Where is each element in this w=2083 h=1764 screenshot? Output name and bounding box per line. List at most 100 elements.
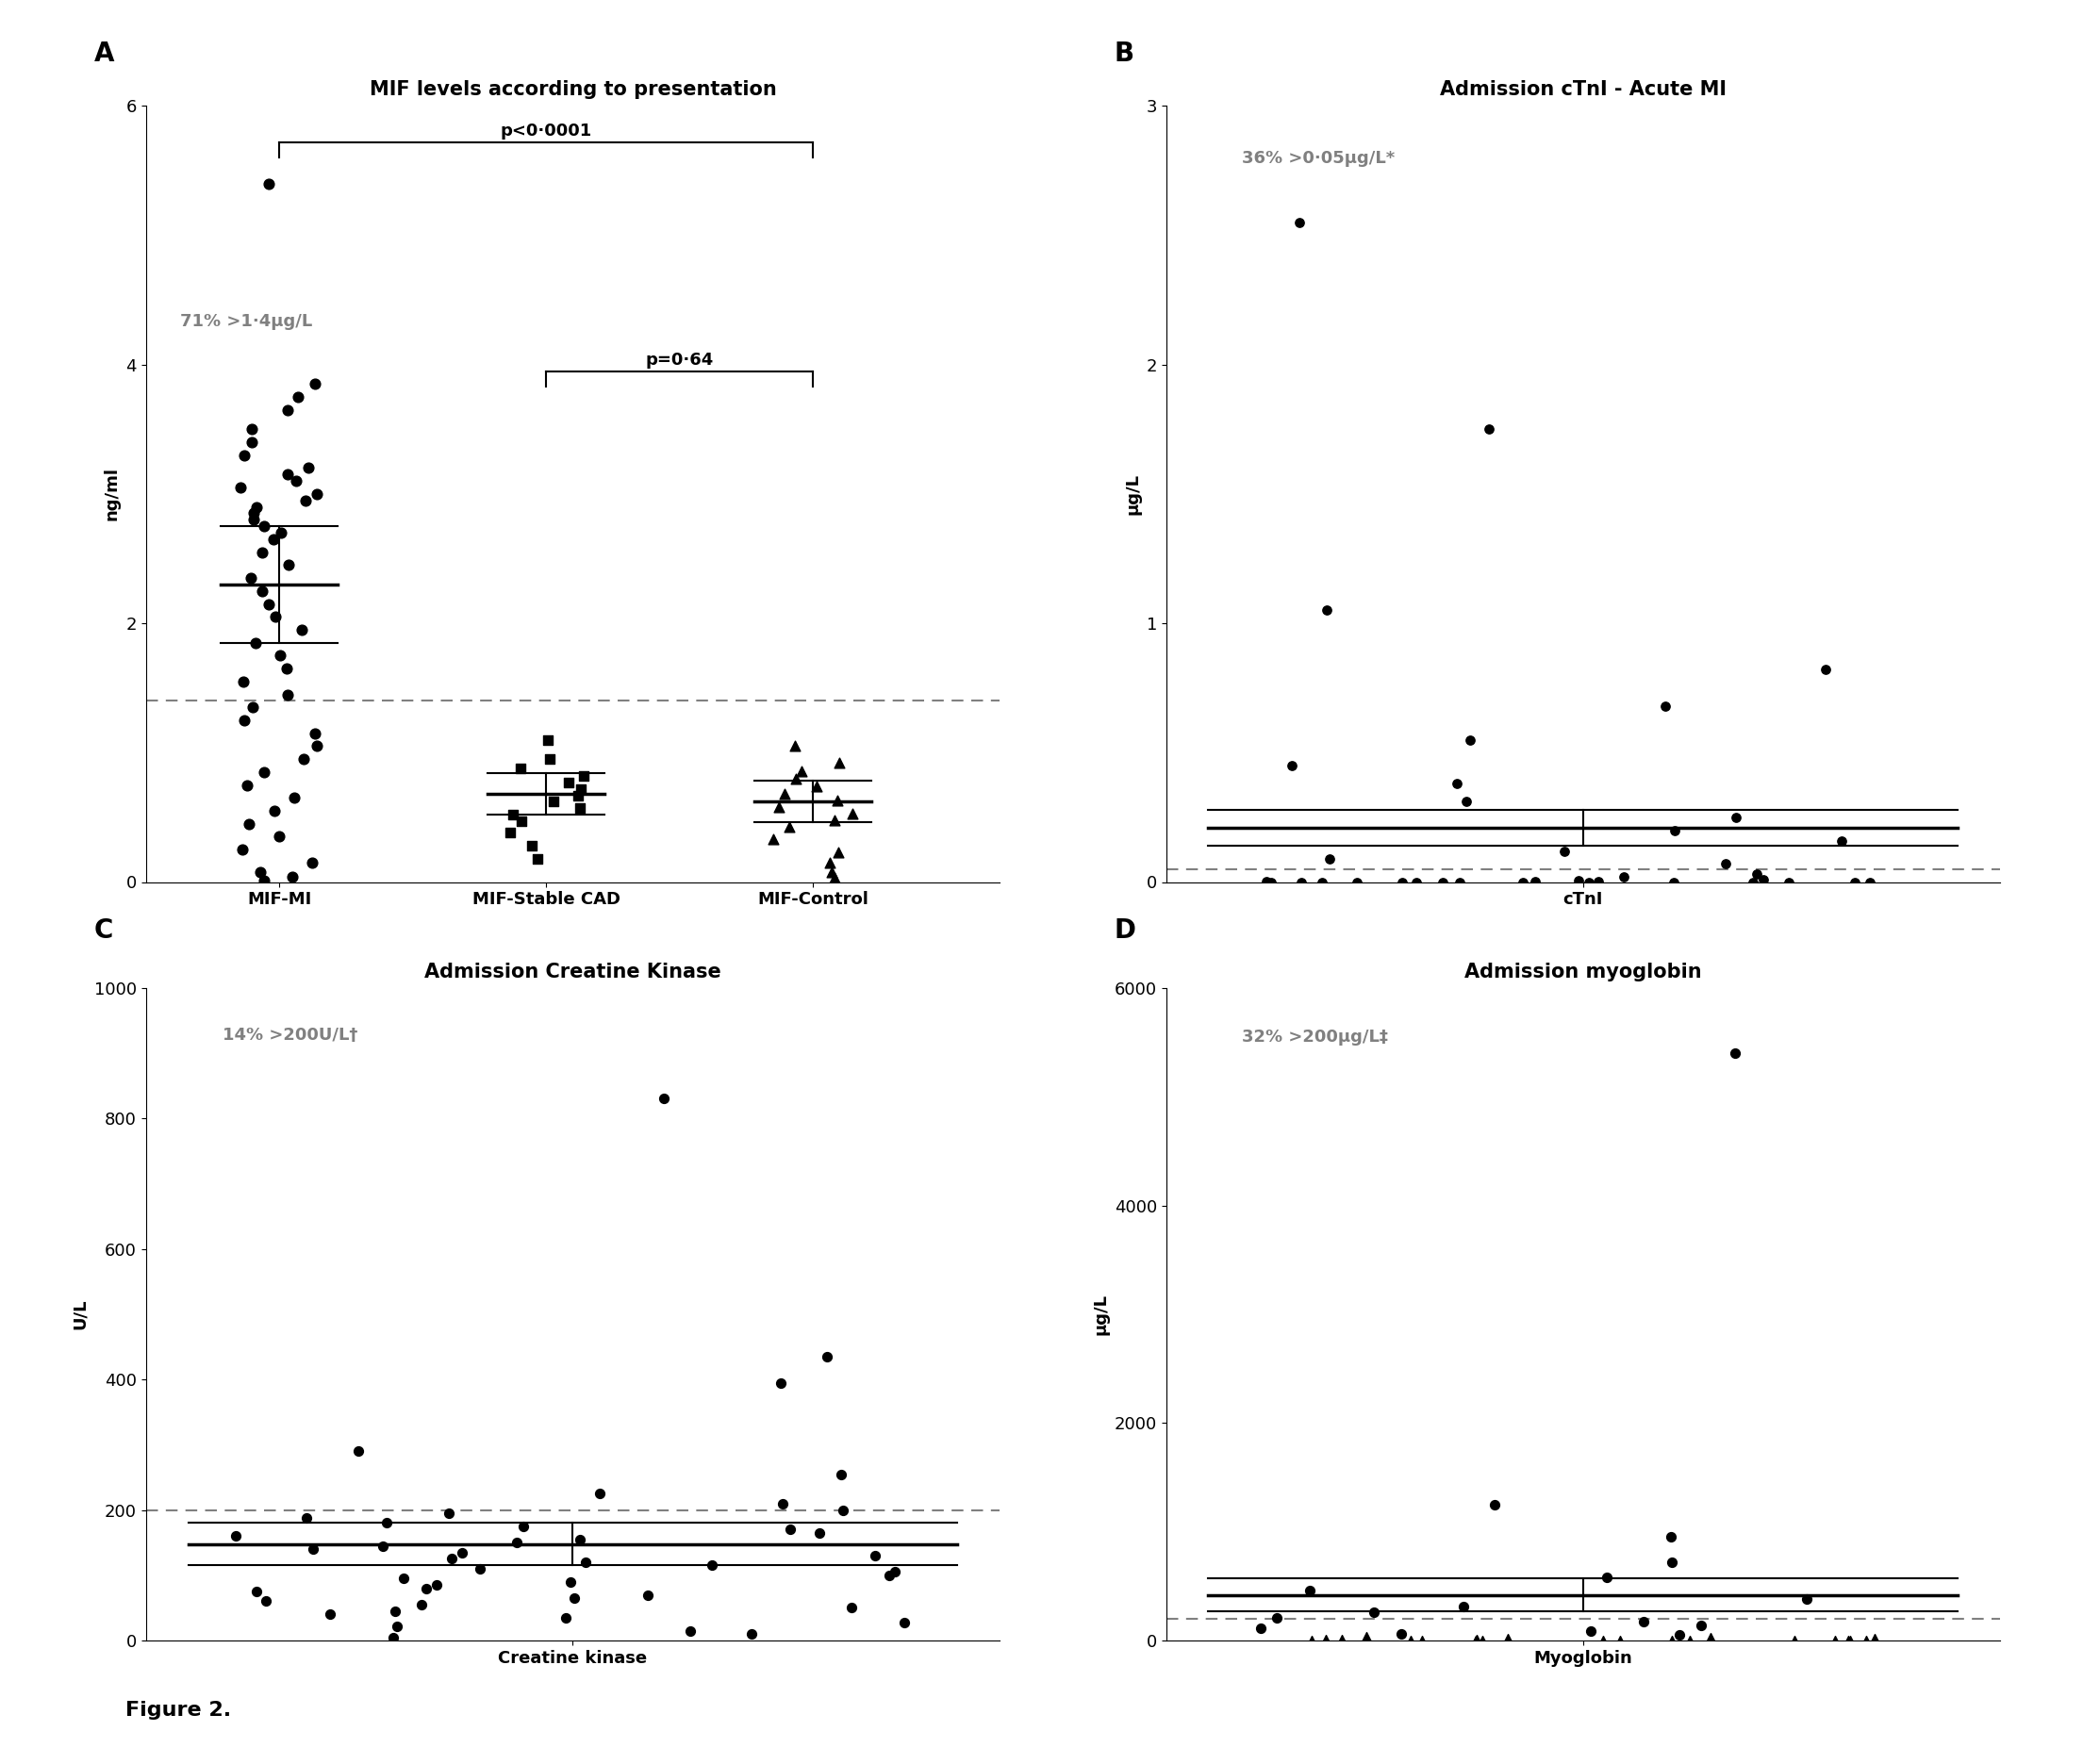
Point: [290, 487, 323, 515]
Point: [879, 1558, 912, 1586]
Text: 14% >200U/L†: 14% >200U/L†: [223, 1027, 358, 1044]
Point: [1831, 1626, 1864, 1655]
Point: [673, 1616, 706, 1644]
Point: [773, 811, 806, 840]
Point: [1427, 868, 1460, 896]
Title: Admission myoglobin: Admission myoglobin: [1464, 963, 1702, 981]
Point: [431, 1499, 465, 1528]
Point: [292, 453, 325, 482]
Point: [225, 836, 258, 864]
Point: [531, 725, 564, 753]
Point: [240, 492, 273, 520]
Point: [696, 1551, 729, 1579]
Point: [773, 1515, 806, 1544]
Point: [371, 1508, 404, 1536]
Point: [648, 1085, 681, 1113]
Point: [1394, 1626, 1427, 1655]
Point: [802, 1519, 835, 1547]
Point: [1306, 868, 1339, 896]
Point: [1673, 1626, 1706, 1655]
Point: [271, 460, 304, 489]
Title: Admission Creatine Kinase: Admission Creatine Kinase: [425, 963, 721, 981]
Point: [1825, 827, 1858, 856]
Point: [404, 1591, 437, 1619]
Point: [256, 526, 290, 554]
Point: [500, 1528, 533, 1558]
Point: [767, 1489, 800, 1517]
Point: [435, 1545, 469, 1573]
Point: [1383, 1619, 1416, 1648]
Point: [1466, 1626, 1500, 1655]
Point: [258, 797, 292, 826]
Point: [298, 370, 331, 399]
Point: [504, 753, 537, 781]
Point: [1448, 1593, 1481, 1621]
Text: 71% >1·4μg/L: 71% >1·4μg/L: [181, 312, 312, 330]
Point: [1718, 803, 1752, 831]
Point: [835, 799, 869, 827]
Point: [1658, 868, 1691, 896]
Point: [1325, 1625, 1358, 1653]
Point: [810, 1342, 844, 1371]
Point: [258, 603, 292, 632]
Point: [315, 1600, 348, 1628]
Point: [1808, 656, 1841, 684]
Point: [1283, 208, 1316, 236]
Point: [631, 1581, 664, 1609]
Point: [246, 577, 279, 605]
Point: [1458, 1626, 1491, 1655]
Point: [1585, 1626, 1618, 1655]
Point: [1693, 1623, 1727, 1651]
Point: [250, 1588, 283, 1616]
Point: [367, 1531, 400, 1559]
Point: [265, 642, 298, 670]
Point: [1254, 868, 1287, 896]
Point: [762, 792, 796, 820]
Point: [521, 845, 554, 873]
Point: [244, 857, 277, 886]
Point: [233, 564, 267, 593]
Point: [1519, 868, 1552, 896]
Y-axis label: U/L: U/L: [73, 1298, 90, 1330]
Point: [1581, 868, 1614, 896]
Point: [262, 822, 296, 850]
Text: D: D: [1114, 917, 1135, 944]
Point: [814, 857, 848, 886]
Point: [819, 806, 852, 834]
Point: [377, 1623, 410, 1651]
Text: C: C: [94, 917, 112, 944]
Point: [1748, 866, 1781, 894]
Point: [225, 473, 258, 501]
Point: [1575, 1618, 1608, 1646]
Point: [1406, 1626, 1439, 1655]
Title: Admission cTnI - Acute MI: Admission cTnI - Acute MI: [1439, 81, 1727, 99]
Point: [821, 787, 854, 815]
Point: [1250, 868, 1283, 896]
Y-axis label: ng/ml: ng/ml: [104, 467, 121, 520]
Point: [569, 1549, 602, 1577]
Point: [1718, 1039, 1752, 1067]
Point: [764, 1369, 798, 1397]
Point: [496, 801, 529, 829]
Point: [1285, 868, 1319, 896]
Point: [1833, 1626, 1866, 1655]
Point: [1444, 868, 1477, 896]
Point: [800, 773, 833, 801]
Y-axis label: μg/L: μg/L: [1125, 473, 1141, 515]
Point: [1473, 415, 1506, 443]
Point: [1837, 868, 1871, 896]
Point: [1460, 1626, 1494, 1655]
Point: [342, 1438, 375, 1466]
Point: [387, 1565, 421, 1593]
Point: [873, 1561, 906, 1589]
Point: [562, 794, 596, 822]
Point: [1479, 1491, 1512, 1519]
Point: [1656, 1626, 1689, 1655]
Point: [564, 1526, 598, 1554]
Point: [779, 732, 812, 760]
Point: [219, 1522, 252, 1551]
Point: [265, 519, 298, 547]
Point: [823, 750, 856, 778]
Point: [1589, 1563, 1623, 1591]
Point: [756, 826, 789, 854]
